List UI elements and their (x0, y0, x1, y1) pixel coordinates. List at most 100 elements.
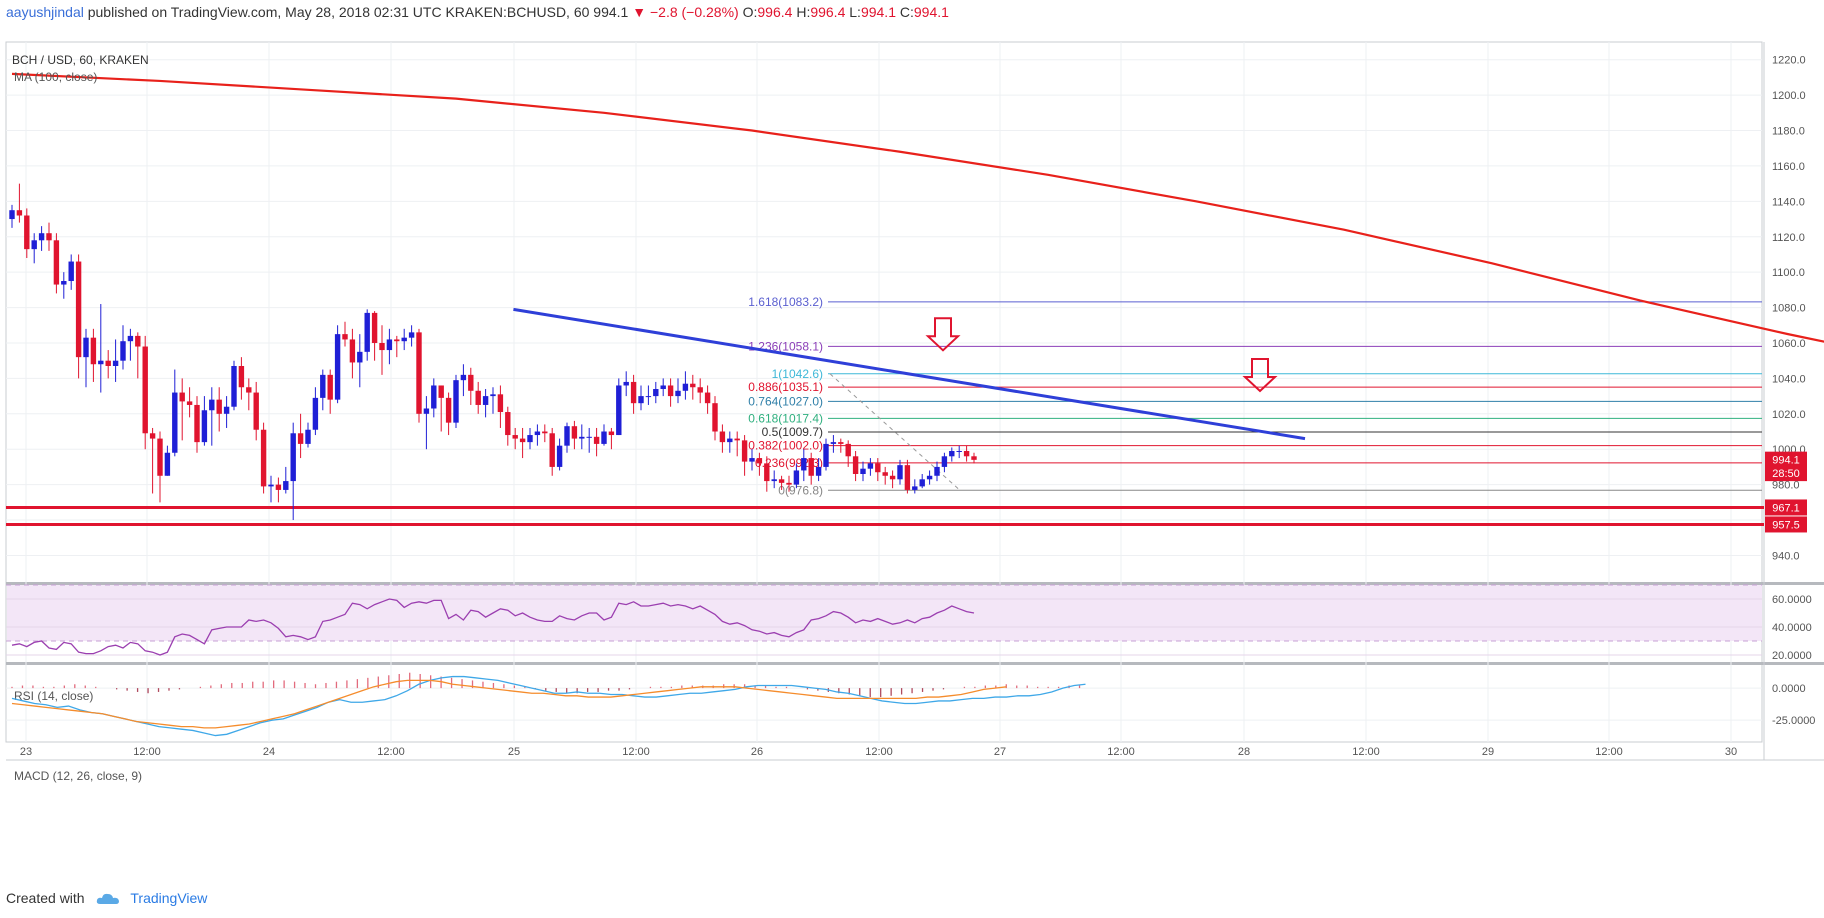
candle-body (830, 442, 837, 444)
candle-body (845, 443, 851, 457)
candle-body (653, 389, 659, 397)
candle (431, 378, 437, 418)
candle (209, 387, 215, 446)
candle (823, 438, 829, 471)
candle (490, 387, 496, 414)
candle (38, 226, 45, 251)
candle (290, 422, 296, 521)
candle (808, 452, 814, 485)
candle-body (786, 482, 792, 485)
candle-body (90, 337, 97, 365)
price-mark-label: 957.5 (1772, 519, 1800, 531)
candle (246, 378, 252, 411)
x-tick-label: 12:00 (865, 746, 893, 758)
chart-frame (5, 41, 1824, 761)
x-tick-label: 12:00 (1107, 746, 1135, 758)
candle-body (253, 392, 259, 430)
candle (845, 440, 851, 467)
x-tick-label: 25 (508, 746, 520, 758)
candle (275, 477, 282, 503)
candle (579, 424, 585, 450)
candle-body (172, 392, 178, 453)
candle-body (453, 380, 459, 423)
candle (793, 463, 800, 489)
candle (838, 438, 844, 453)
candle (956, 445, 962, 459)
candle (660, 378, 666, 397)
price-mark: 967.1 (1765, 499, 1807, 516)
footer: Created with TradingView (6, 890, 207, 906)
candle (445, 392, 452, 436)
candle (186, 387, 193, 418)
candle-body (482, 396, 489, 405)
candle-body (61, 281, 67, 285)
candle (468, 367, 474, 405)
macd-tick-label: 0.0000 (1772, 683, 1806, 695)
candle (305, 422, 311, 448)
price-change: ▼ −2.8 (−0.28%) (632, 4, 739, 20)
author-link[interactable]: aayushjindal (6, 4, 84, 20)
candle-body (475, 390, 481, 405)
publication-header: aayushjindal published on TradingView.co… (6, 4, 949, 26)
candle-body (238, 366, 245, 388)
candle (867, 458, 874, 476)
x-tick-label: 24 (263, 746, 275, 758)
candle-body (919, 479, 925, 487)
candle (98, 304, 104, 393)
candle (638, 385, 644, 411)
tradingview-link[interactable]: TradingView (130, 890, 208, 906)
candle (527, 427, 533, 450)
candle (830, 435, 837, 453)
candle-body (926, 475, 933, 480)
candle-body (867, 463, 874, 469)
candle-body (549, 433, 555, 467)
candle (497, 385, 504, 428)
chart-canvas[interactable]: 23 12:00 24 12:00 25 12:00 26 12:00 27 12:00 28 12:… (0, 0, 1824, 890)
candle (912, 479, 918, 494)
candle-body (497, 394, 504, 413)
candle (475, 381, 481, 414)
y-tick-label: 1220.0 (1772, 55, 1806, 67)
candle-body (408, 332, 415, 338)
candle-body (379, 342, 385, 351)
candle (667, 378, 674, 407)
price-mark-label: 994.1 (1772, 455, 1800, 467)
candle-body (934, 466, 940, 476)
candle (690, 374, 696, 400)
candle (201, 396, 208, 446)
candle-body (179, 392, 185, 402)
candle-body (46, 233, 52, 241)
candle-body (445, 397, 452, 423)
candle (216, 387, 222, 432)
candle-body (704, 392, 711, 404)
candle (926, 470, 933, 485)
candle-body (112, 360, 119, 366)
candle (260, 422, 267, 494)
candle-body (431, 385, 437, 409)
candle (61, 272, 67, 299)
candle-body (719, 431, 726, 443)
candle-body (334, 334, 341, 400)
candle-body (956, 450, 962, 452)
rsi-band (7, 585, 1762, 641)
candle-body (394, 339, 400, 342)
candle-body (949, 450, 955, 457)
candle-body (749, 458, 755, 462)
rsi-tick-label: 60.0000 (1772, 594, 1812, 606)
candle-body (889, 475, 896, 480)
candle (401, 328, 407, 351)
candle-body (320, 374, 326, 398)
candle (31, 233, 37, 264)
fib-level-label: 1.618(1083.2) (748, 295, 823, 309)
candle (653, 381, 659, 404)
candle-body (601, 431, 607, 444)
x-tick-label: 26 (751, 746, 763, 758)
y-tick-label: 1180.0 (1772, 126, 1805, 138)
x-tick-label: 12:00 (133, 746, 161, 758)
candle-body (423, 408, 430, 414)
candle-body (135, 335, 141, 347)
candle-body (98, 360, 104, 365)
candle-body (764, 463, 770, 482)
candle-body (290, 433, 296, 482)
candle-body (897, 465, 903, 480)
